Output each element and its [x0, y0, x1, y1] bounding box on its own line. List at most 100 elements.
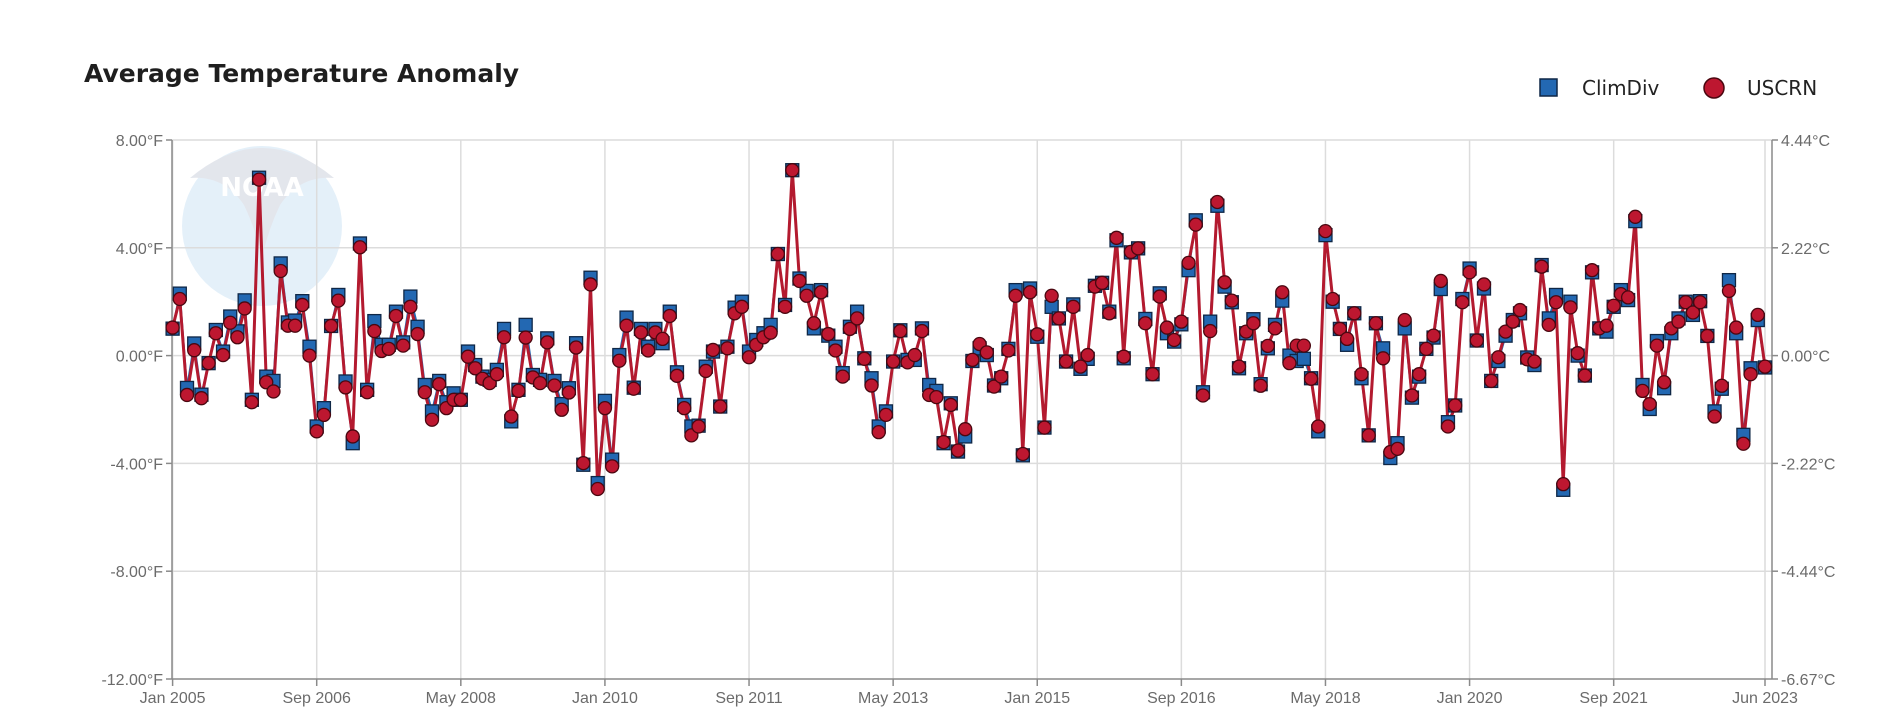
uscrn-point[interactable] — [1656, 375, 1672, 390]
uscrn-point[interactable] — [1347, 306, 1362, 321]
uscrn-point[interactable] — [1246, 316, 1261, 331]
uscrn-point[interactable] — [1174, 314, 1189, 329]
uscrn-point[interactable] — [583, 277, 598, 292]
uscrn-point[interactable] — [979, 345, 994, 360]
uscrn-point[interactable] — [1440, 419, 1456, 434]
uscrn-point[interactable] — [878, 407, 894, 423]
uscrn-point[interactable] — [518, 330, 533, 345]
uscrn-point[interactable] — [641, 343, 656, 358]
uscrn-point[interactable] — [468, 361, 483, 376]
uscrn-point[interactable] — [230, 330, 245, 345]
uscrn-point[interactable] — [1231, 359, 1247, 374]
uscrn-point[interactable] — [1757, 359, 1773, 374]
uscrn-point[interactable] — [590, 481, 605, 497]
uscrn-point[interactable] — [597, 401, 613, 416]
uscrn-point[interactable] — [1375, 351, 1391, 366]
uscrn-point[interactable] — [453, 392, 468, 407]
uscrn-point[interactable] — [741, 350, 757, 365]
uscrn-point[interactable] — [1484, 373, 1499, 389]
uscrn-point[interactable] — [1620, 290, 1636, 305]
uscrn-point[interactable] — [331, 293, 346, 308]
uscrn-point[interactable] — [813, 285, 829, 300]
uscrn-point[interactable] — [1678, 295, 1693, 310]
uscrn-point[interactable] — [835, 369, 850, 384]
uscrn-point[interactable] — [720, 341, 735, 356]
uscrn-point[interactable] — [576, 455, 591, 471]
uscrn-point[interactable] — [705, 342, 721, 358]
climdiv-point[interactable] — [1296, 351, 1312, 366]
uscrn-point[interactable] — [201, 355, 216, 371]
uscrn-point[interactable] — [1073, 359, 1088, 374]
uscrn-point[interactable] — [1606, 298, 1621, 313]
uscrn-point[interactable] — [1267, 321, 1283, 336]
uscrn-point[interactable] — [734, 299, 749, 314]
uscrn-point[interactable] — [1541, 317, 1556, 333]
uscrn-point[interactable] — [1671, 314, 1686, 329]
uscrn-point[interactable] — [763, 325, 778, 340]
uscrn-point[interactable] — [424, 412, 440, 427]
uscrn-point[interactable] — [1368, 316, 1384, 331]
uscrn-point[interactable] — [568, 340, 584, 355]
uscrn-point[interactable] — [1058, 354, 1074, 369]
uscrn-point[interactable] — [1030, 327, 1045, 342]
uscrn-point[interactable] — [223, 315, 238, 330]
uscrn-point[interactable] — [1022, 285, 1038, 300]
uscrn-point[interactable] — [1145, 367, 1160, 382]
uscrn-point[interactable] — [504, 409, 519, 424]
uscrn-point[interactable] — [914, 323, 930, 339]
uscrn-point[interactable] — [1296, 338, 1312, 353]
uscrn-point[interactable] — [1584, 263, 1600, 278]
uscrn-point[interactable] — [1628, 209, 1643, 224]
uscrn-point[interactable] — [849, 311, 865, 326]
uscrn-point[interactable] — [359, 385, 375, 400]
uscrn-point[interactable] — [713, 399, 728, 414]
uscrn-point[interactable] — [1419, 341, 1434, 357]
uscrn-point[interactable] — [244, 395, 260, 410]
uscrn-point[interactable] — [179, 387, 195, 403]
uscrn-point[interactable] — [432, 377, 447, 392]
uscrn-point[interactable] — [410, 326, 425, 342]
uscrn-point[interactable] — [1433, 273, 1448, 289]
uscrn-point[interactable] — [396, 338, 411, 353]
uscrn-point[interactable] — [194, 391, 209, 406]
uscrn-point[interactable] — [338, 380, 353, 395]
uscrn-point[interactable] — [1008, 288, 1023, 303]
uscrn-point[interactable] — [1693, 295, 1708, 310]
uscrn-point[interactable] — [792, 273, 807, 289]
uscrn-point[interactable] — [1195, 388, 1211, 403]
uscrn-point[interactable] — [633, 325, 649, 340]
uscrn-point[interactable] — [1563, 300, 1578, 315]
uscrn-point[interactable] — [1311, 419, 1326, 434]
uscrn-point[interactable] — [266, 384, 281, 399]
uscrn-point[interactable] — [806, 316, 822, 331]
uscrn-point[interactable] — [842, 321, 858, 337]
uscrn-point[interactable] — [1721, 283, 1737, 299]
uscrn-point[interactable] — [1448, 398, 1463, 413]
uscrn-point[interactable] — [965, 352, 980, 368]
uscrn-point[interactable] — [871, 424, 886, 440]
uscrn-point[interactable] — [323, 318, 339, 334]
uscrn-point[interactable] — [857, 351, 872, 366]
uscrn-point[interactable] — [1094, 275, 1110, 290]
uscrn-point[interactable] — [1152, 289, 1167, 304]
uscrn-point[interactable] — [1253, 378, 1268, 393]
uscrn-point[interactable] — [554, 402, 569, 417]
uscrn-point[interactable] — [864, 378, 879, 393]
uscrn-point[interactable] — [936, 434, 951, 450]
uscrn-point[interactable] — [785, 163, 800, 178]
legend-item-climdiv[interactable]: ClimDiv — [1539, 76, 1660, 100]
uscrn-point[interactable] — [345, 429, 360, 444]
uscrn-point[interactable] — [1577, 368, 1593, 383]
uscrn-point[interactable] — [403, 299, 418, 314]
uscrn-point[interactable] — [1685, 305, 1701, 320]
uscrn-point[interactable] — [1102, 306, 1117, 321]
uscrn-point[interactable] — [1700, 328, 1715, 344]
uscrn-point[interactable] — [893, 323, 908, 339]
uscrn-point[interactable] — [1736, 436, 1751, 451]
uscrn-point[interactable] — [187, 343, 202, 358]
uscrn-point[interactable] — [489, 367, 504, 382]
uscrn-point[interactable] — [929, 389, 944, 405]
uscrn-point[interactable] — [1361, 428, 1376, 443]
uscrn-point[interactable] — [1354, 367, 1369, 382]
uscrn-point[interactable] — [1570, 346, 1585, 361]
